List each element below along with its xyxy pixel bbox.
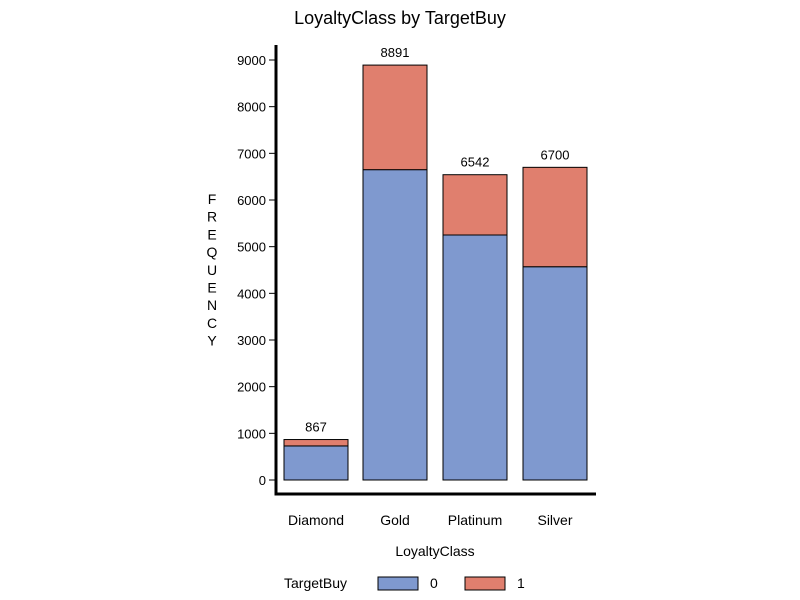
- y-axis-label-letter: F: [208, 191, 217, 207]
- legend: TargetBuy 0 1: [284, 575, 525, 591]
- y-tick-label: 8000: [237, 100, 266, 115]
- legend-label-0: 0: [430, 575, 438, 591]
- y-axis: 0 1000 2000 3000 4000 5000 6000 7000 8000 9000: [237, 45, 278, 494]
- x-tick-label-gold: Gold: [380, 512, 410, 528]
- bar-diamond-targetbuy-0: [283, 445, 349, 481]
- y-tick-label: 0: [259, 473, 266, 488]
- chart-title: LoyaltyClass by TargetBuy: [294, 8, 506, 28]
- y-tick-label: 1000: [237, 426, 266, 441]
- y-tick-label: 6000: [237, 193, 266, 208]
- y-axis-label-letter: Q: [207, 244, 218, 260]
- y-tick-label: 7000: [237, 146, 266, 161]
- bar-silver-targetbuy-0: [522, 266, 588, 481]
- y-tick-label: 4000: [237, 286, 266, 301]
- x-tick-label-platinum: Platinum: [448, 512, 502, 528]
- y-axis-label-letter: Y: [207, 333, 217, 349]
- x-axis-label: LoyaltyClass: [395, 543, 474, 559]
- legend-swatch-0: [377, 576, 419, 591]
- total-label-silver: 6700: [541, 147, 570, 162]
- x-tick-labels: Diamond Gold Platinum Silver: [288, 512, 573, 528]
- bar-gold-targetbuy-1: [362, 64, 428, 171]
- y-axis-label-letter: U: [207, 262, 217, 278]
- legend-title: TargetBuy: [284, 575, 347, 591]
- y-tick-label: 9000: [237, 53, 266, 68]
- bar-platinum-targetbuy-1: [442, 174, 508, 236]
- total-label-diamond: 867: [305, 420, 327, 435]
- bar-gold-targetbuy-0: [362, 169, 428, 481]
- y-tick-label: 3000: [237, 333, 266, 348]
- legend-swatch-1: [464, 576, 506, 591]
- y-axis-label-letter: E: [207, 226, 216, 242]
- legend-label-1: 1: [517, 575, 525, 591]
- y-tick-label: 2000: [237, 380, 266, 395]
- bar-platinum-targetbuy-0: [442, 234, 508, 481]
- y-axis-label-letter: E: [207, 280, 216, 296]
- total-labels: 867 8891 6542 6700: [305, 45, 569, 434]
- y-axis-label-letter: N: [207, 297, 217, 313]
- x-tick-label-silver: Silver: [537, 512, 572, 528]
- x-tick-label-diamond: Diamond: [288, 512, 344, 528]
- y-tick-label: 5000: [237, 240, 266, 255]
- bars: [283, 64, 588, 481]
- bar-diamond-targetbuy-1: [283, 439, 349, 447]
- y-axis-label-letter: R: [207, 209, 217, 225]
- bar-silver-targetbuy-1: [522, 166, 588, 268]
- y-axis-label-letter: C: [207, 315, 217, 331]
- total-label-gold: 8891: [381, 45, 410, 60]
- total-label-platinum: 6542: [461, 155, 490, 170]
